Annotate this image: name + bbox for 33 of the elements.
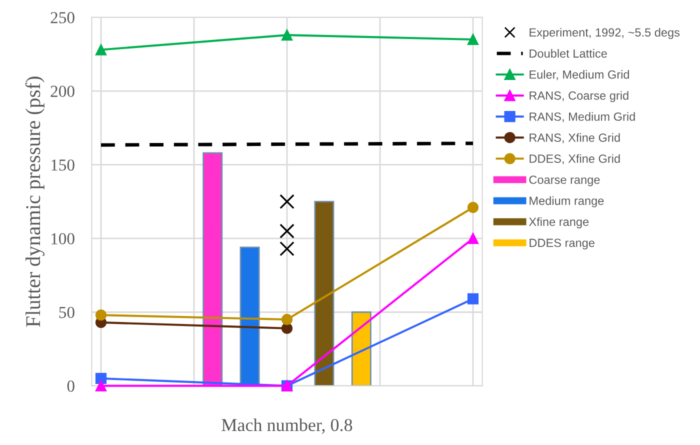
point (467, 232, 479, 244)
point (280, 241, 294, 256)
point (467, 202, 479, 214)
y-axis-title: Flutter dynamic pressure (psf) (25, 76, 44, 327)
legend-label: Coarse range (529, 176, 600, 186)
legend-label: Doublet Lattice (530, 49, 607, 58)
point (95, 372, 107, 384)
point (95, 380, 107, 392)
point (467, 293, 479, 304)
legend-label: RANS, Medium Grid (530, 112, 635, 122)
point (280, 224, 294, 238)
point (95, 310, 107, 321)
y-tick-label: 100 (52, 233, 74, 244)
legend-label: Experiment, 1992, ~5.5 degs (530, 28, 680, 39)
y-tick-label: 50 (59, 306, 74, 318)
point (280, 194, 294, 210)
y-tick-label: 0 (67, 380, 74, 392)
point (95, 44, 107, 56)
y-tick-label: 200 (50, 86, 74, 97)
legend-label: Medium range (530, 196, 604, 208)
legend-label: RANS, Coarse grid (530, 91, 628, 102)
point (467, 34, 479, 46)
y-tick-label: 150 (52, 159, 74, 171)
legend-label: Euler, Medium Grid (530, 70, 629, 80)
legend-label: Xfine range (528, 217, 589, 228)
point (281, 29, 293, 41)
legend-label: RANS, Xfine Grid (530, 133, 620, 144)
legend-label: DDES range (530, 238, 594, 250)
point (281, 322, 293, 334)
y-tick-label: 250 (50, 12, 74, 24)
legend-label: DDES, Xfine Grid (530, 154, 620, 164)
point (281, 314, 293, 326)
x-axis-title: Mach number, 0.8 (222, 418, 352, 434)
